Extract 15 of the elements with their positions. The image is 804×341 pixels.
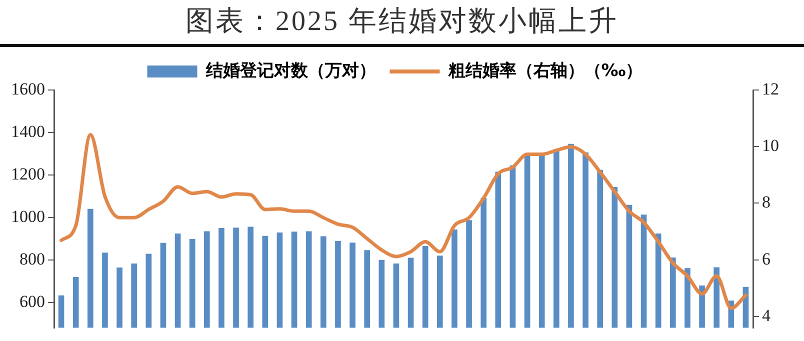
y2-tick-label: 10 [762,136,779,156]
y-tick-label: 1600 [11,79,45,98]
y2-tick-label: 8 [762,192,770,212]
line-series [60,132,748,310]
legend-label: 结婚登记对数（万对） [204,60,376,81]
chart-title: 图表：2025 年结婚对数小幅上升 [0,0,804,47]
y2-tick-label: 4 [762,306,771,325]
legend-label: 粗结婚率（右轴）（‰） [447,60,643,81]
y-tick-label: 1400 [11,122,45,141]
y-tick-label: 1200 [11,164,45,184]
y-tick-label: 1000 [11,206,45,226]
y2-tick-label: 12 [762,79,779,98]
y-tick-label: 800 [20,249,45,268]
y2-tick-label: 6 [762,249,770,268]
y-tick-label: 600 [20,292,45,311]
